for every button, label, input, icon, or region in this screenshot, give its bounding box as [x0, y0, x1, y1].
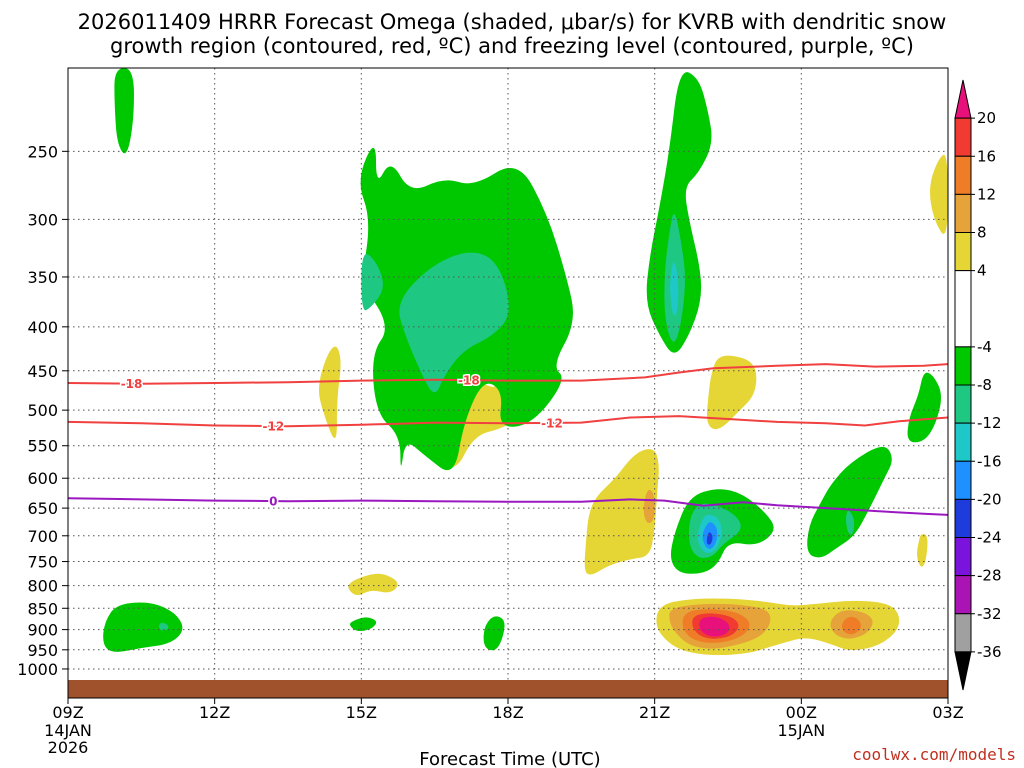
y-tick-label-250: 250 [27, 142, 58, 161]
contour-label-2-0: 0 [269, 495, 277, 509]
x-tick-label-00Z: 00Z [786, 703, 817, 722]
x-tick-label-18Z: 18Z [492, 703, 523, 722]
colorbar-bin-10 [954, 498, 972, 538]
omega-region-15 [584, 449, 659, 575]
colorbar-label-4: 4 [977, 262, 987, 280]
x-tick-label-03Z: 03Z [932, 703, 963, 722]
omega-region-5 [348, 573, 398, 595]
y-tick-label-400: 400 [27, 318, 58, 337]
omega-region-22 [807, 446, 892, 558]
x-axis-label: Forecast Time (UTC) [419, 749, 600, 768]
omega-region-11 [646, 72, 712, 353]
omega-region-23 [845, 510, 855, 535]
colorbar-bin-2 [954, 155, 972, 195]
contour-label-0-1: -18 [458, 374, 480, 388]
colorbar-label--16: -16 [977, 452, 1002, 470]
colorbar-label--24: -24 [977, 529, 1002, 547]
colorbar: 20 16 12 8 4 -4 -8 -12 -16 -20 -24 -28 -32 -36 [954, 79, 1002, 691]
colorbar-label-20: 20 [977, 109, 996, 127]
colorbar-label-12: 12 [977, 185, 996, 203]
contour-layer [68, 363, 948, 516]
colorbar-bin-5 [954, 270, 972, 348]
omega-region-9 [350, 617, 377, 631]
y-tick-label-650: 650 [27, 499, 58, 518]
colorbar-bin-8 [954, 422, 972, 462]
chart-title-line2: growth region (contoured, red, ºC) and f… [110, 34, 914, 58]
colorbar-bin-6 [954, 346, 972, 386]
colorbar-bin-9 [954, 460, 972, 500]
x-tick-label-12Z: 12Z [199, 703, 230, 722]
y-tick-label-300: 300 [27, 210, 58, 229]
y-tick-label-450: 450 [27, 362, 58, 381]
y-tick-label-600: 600 [27, 469, 58, 488]
colorbar-bin-11 [954, 537, 972, 577]
omega-region-2 [114, 68, 134, 154]
y-tick-label-350: 350 [27, 268, 58, 287]
colorbar-label--8: -8 [977, 376, 992, 394]
y-tick-label-850: 850 [27, 599, 58, 618]
grid-lines [67, 68, 949, 680]
contour-label-1-0: -12 [262, 420, 284, 434]
omega-region-24 [907, 372, 941, 443]
x-tick-date-00Z: 15JAN [777, 721, 825, 740]
omega-region-4 [318, 346, 341, 439]
y-tick-label-1000: 1000 [17, 660, 58, 679]
y-tick-label-550: 550 [27, 437, 58, 456]
contour-label-1-1: -12 [541, 416, 563, 430]
omega-region-13 [670, 262, 679, 316]
contour-line-2 [68, 497, 948, 516]
colorbar-bin-12 [954, 575, 972, 615]
colorbar-bin-1 [954, 117, 972, 157]
colorbar-bin-3 [954, 193, 972, 233]
contour-line-0 [68, 363, 948, 385]
x-tick-year-09Z: 2026 [48, 738, 89, 757]
omega-region-31 [841, 616, 861, 635]
omega-region-16 [643, 489, 655, 523]
x-tick-label-09Z: 09Z [52, 703, 83, 722]
contour-line-1 [68, 415, 948, 428]
omega-region-0 [103, 602, 183, 652]
omega-region-25 [930, 154, 948, 234]
omega-region-7 [361, 254, 383, 311]
colorbar-label--20: -20 [977, 490, 1002, 508]
colorbar-bin-13 [954, 613, 972, 653]
colorbar-label-8: 8 [977, 224, 987, 242]
colorbar-label--28: -28 [977, 567, 1002, 585]
colorbar-bin-14 [954, 651, 972, 691]
omega-shading-layer [103, 68, 948, 656]
contour-labels: -18 -18 -12 -12 0 [119, 372, 564, 510]
y-tick-label-800: 800 [27, 577, 58, 596]
x-tick-label-15Z: 15Z [346, 703, 377, 722]
y-tick-label-500: 500 [27, 401, 58, 420]
omega-region-8 [399, 252, 509, 393]
x-tick-date-09Z: 14JAN [44, 721, 92, 740]
colorbar-label--4: -4 [977, 338, 992, 356]
pressure-axis: 250 300 350 400 450 500 550 600 650 700 750 800 850 9… [17, 142, 68, 679]
colorbar-label--36: -36 [977, 643, 1002, 661]
colorbar-label-16: 16 [977, 147, 996, 165]
omega-region-33 [699, 616, 730, 637]
y-tick-label-900: 900 [27, 621, 58, 640]
colorbar-label--12: -12 [977, 414, 1002, 432]
y-tick-label-700: 700 [27, 527, 58, 546]
credit-text: coolwx.com/models [852, 745, 1016, 764]
omega-region-10 [483, 616, 505, 651]
colorbar-label--32: -32 [977, 605, 1002, 623]
colorbar-bin-0 [954, 79, 972, 119]
omega-region-1 [159, 622, 169, 631]
y-tick-label-750: 750 [27, 553, 58, 572]
surface-ground-bar [68, 680, 948, 698]
y-tick-label-950: 950 [27, 641, 58, 660]
x-tick-label-21Z: 21Z [639, 703, 670, 722]
omega-region-14 [707, 355, 757, 430]
contour-label-0-0: -18 [121, 377, 143, 391]
omega-region-26 [917, 534, 928, 567]
chart-title-line1: 2026011409 HRRR Forecast Omega (shaded, … [78, 10, 947, 34]
colorbar-bin-4 [954, 232, 972, 272]
colorbar-bin-7 [954, 384, 972, 424]
